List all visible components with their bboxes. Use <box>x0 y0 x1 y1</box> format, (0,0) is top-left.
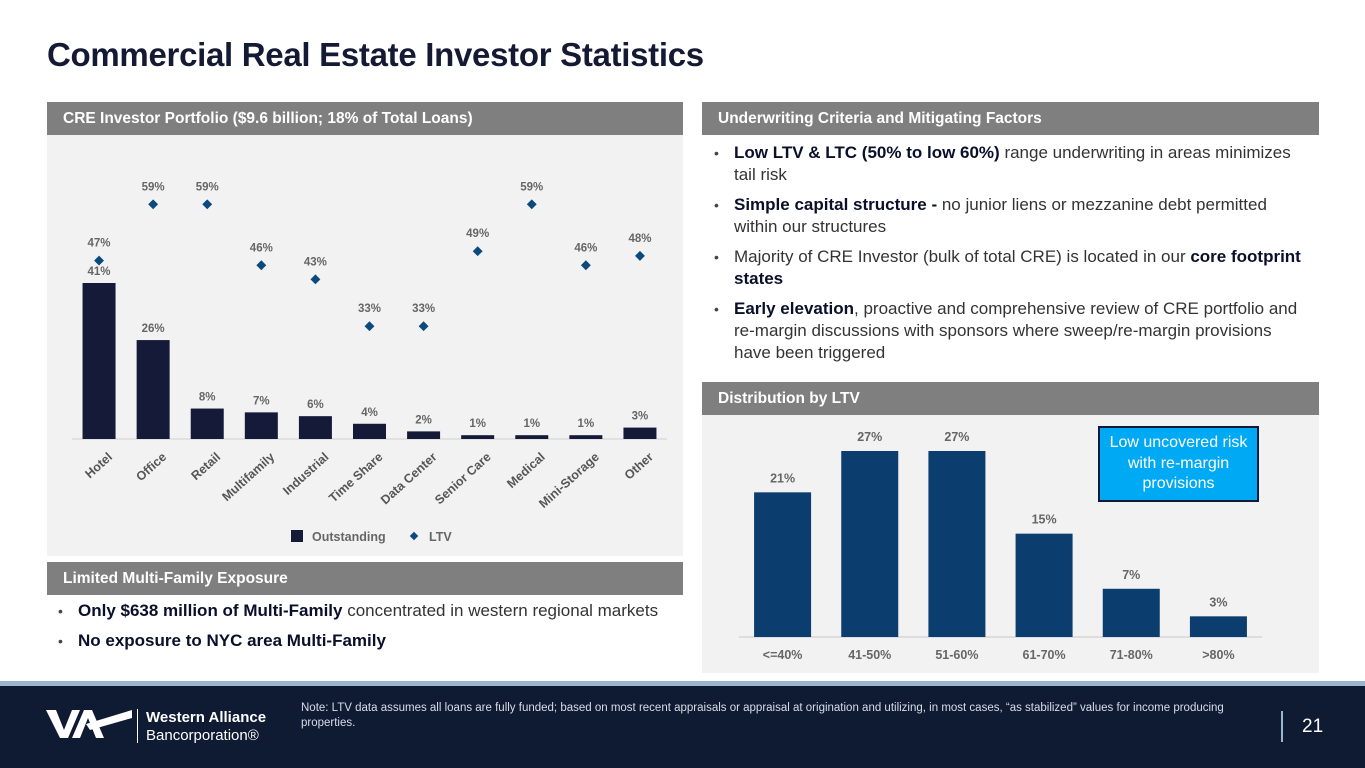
bullet-bold-text: Low LTV & LTC (50% to low 60%) <box>734 143 1000 162</box>
portfolio-chart-area <box>47 135 683 556</box>
bullet-bold-text: core footprint states <box>734 247 1301 288</box>
page-title: Commercial Real Estate Investor Statisti… <box>47 36 704 73</box>
ltv-callout: Low uncovered risk with re-margin provis… <box>1098 426 1259 502</box>
bullet-bold-text: Early elevation <box>734 299 855 318</box>
bullet-glyph: • <box>714 301 719 317</box>
western-alliance-logo-icon <box>46 710 132 738</box>
ltv-panel-header: Distribution by LTV <box>702 382 1319 415</box>
bullet-glyph: • <box>58 603 63 619</box>
bullet-glyph: • <box>714 197 719 213</box>
bullet-glyph: • <box>58 633 63 649</box>
bullet-bold-text: Simple capital structure - <box>734 195 938 214</box>
footer <box>0 681 1365 768</box>
multifamily-panel-header: Limited Multi-Family Exposure <box>47 562 683 595</box>
footer-stripe <box>0 681 1365 686</box>
logo-subtitle: Bancorporation® <box>146 727 259 744</box>
underwriting-bullets: • Low LTV & LTC (50% to low 60%) range un… <box>710 142 1310 372</box>
underwriting-bullet-3: • Early elevation, proactive and comprehe… <box>710 298 1310 364</box>
underwriting-panel-header: Underwriting Criteria and Mitigating Fac… <box>702 102 1319 135</box>
bullet-text: , proactive and comprehensive review of … <box>734 299 1298 362</box>
underwriting-bullet-2: • Majority of CRE Investor (bulk of total… <box>710 246 1310 290</box>
bullet-text: concentrated in western regional markets <box>342 601 659 620</box>
bullet-text: no junior liens or mezzanine debt permit… <box>734 195 1267 236</box>
multifamily-bullets: • Only $638 million of Multi-Family conce… <box>54 600 674 660</box>
bullet-glyph: • <box>714 249 719 265</box>
logo-divider <box>137 709 138 743</box>
page-number: 21 <box>1302 716 1324 737</box>
portfolio-panel-header: CRE Investor Portfolio ($9.6 billion; 18… <box>47 102 683 135</box>
footer-note: Note: LTV data assumes all loans are ful… <box>301 702 1224 729</box>
bullet-bold-text: Only $638 million of Multi-Family <box>78 601 343 620</box>
underwriting-bullet-0: • Low LTV & LTC (50% to low 60%) range un… <box>710 142 1310 186</box>
page-number-divider <box>1281 711 1283 742</box>
logo-name: Western Alliance <box>146 709 267 726</box>
bullet-glyph: • <box>714 145 719 161</box>
bullet-bold-text: No exposure to NYC area Multi-Family <box>78 631 386 650</box>
bullet-text: Majority of CRE Investor (bulk of total … <box>734 247 1191 266</box>
underwriting-bullet-1: • Simple capital structure - no junior li… <box>710 194 1310 238</box>
multifamily-bullet-0: • Only $638 million of Multi-Family conce… <box>54 600 674 622</box>
bullet-text: range underwriting in areas minimizes ta… <box>734 143 1291 184</box>
multifamily-bullet-1: • No exposure to NYC area Multi-Family <box>54 630 674 652</box>
